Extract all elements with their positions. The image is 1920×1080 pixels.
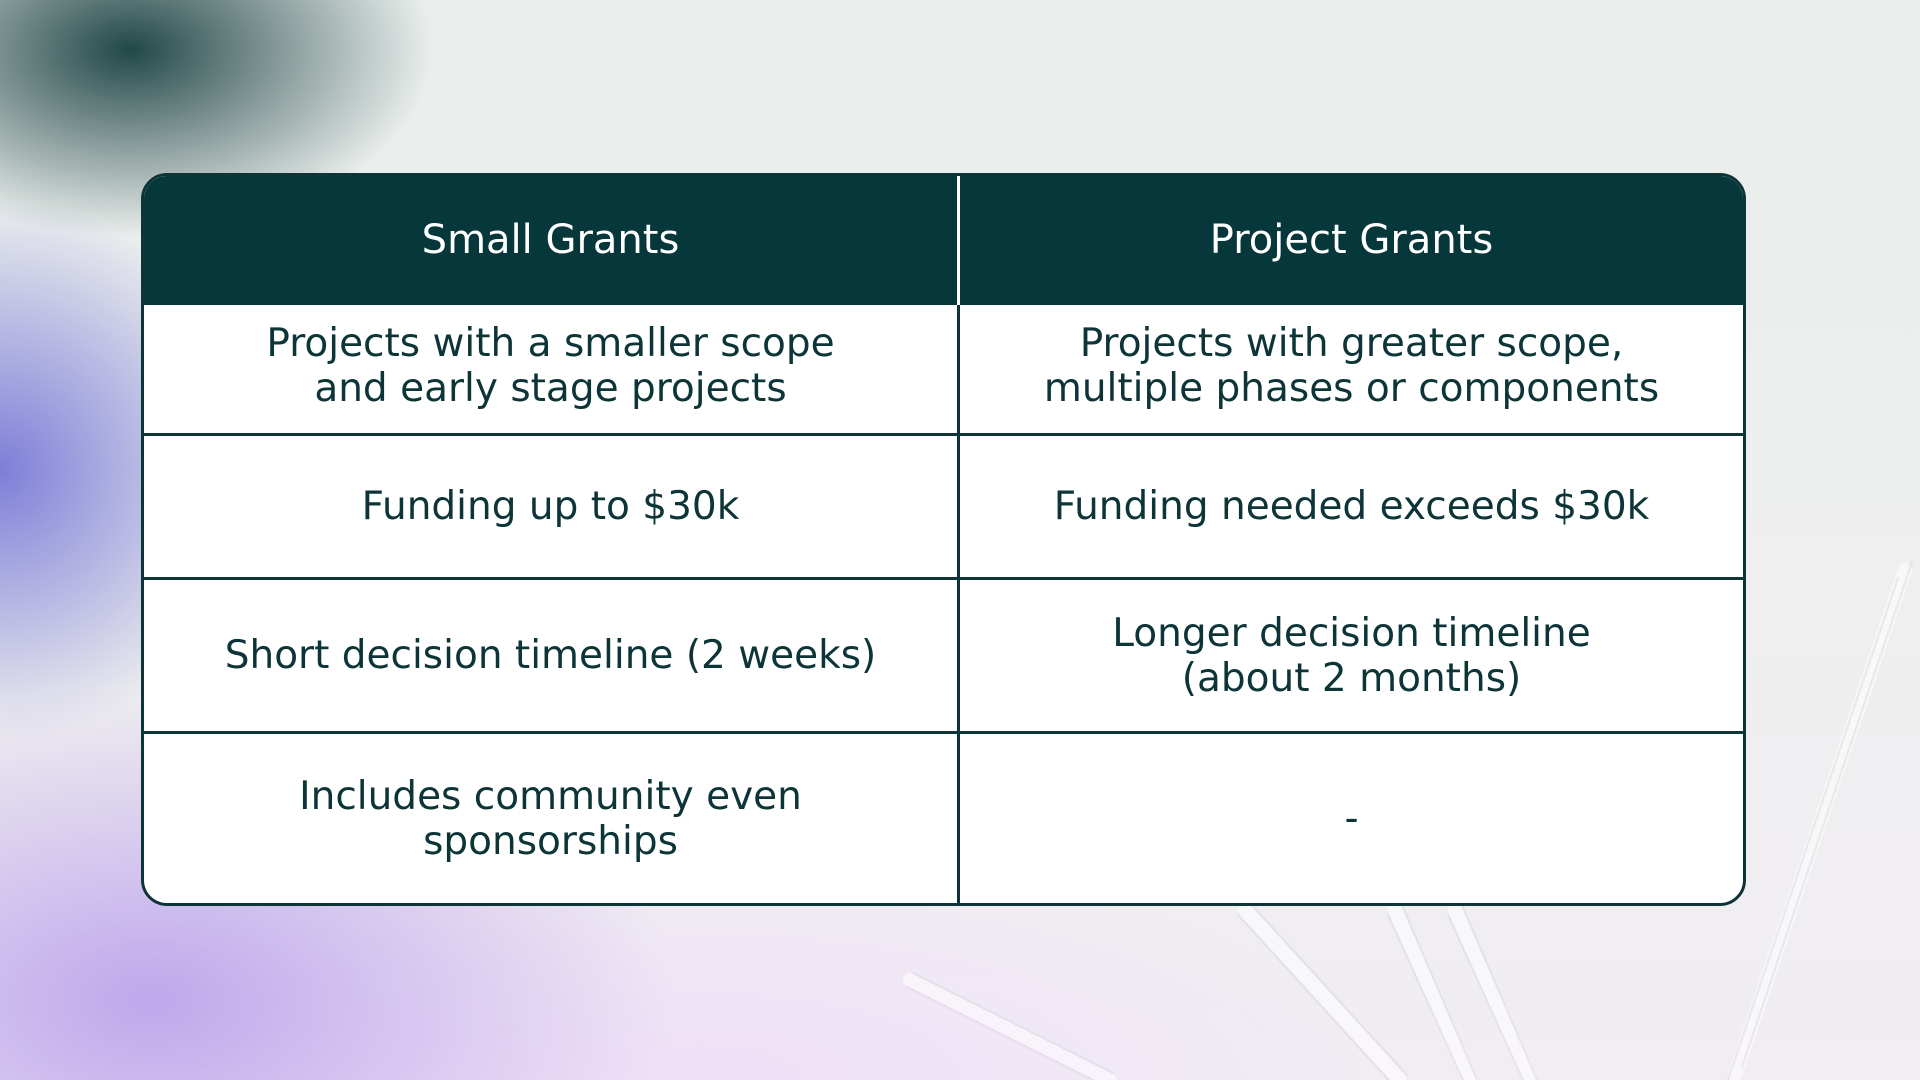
project-grants-scope-cell: Projects with greater scope, multiple ph… <box>960 305 1743 436</box>
header-project-grants: Project Grants <box>960 176 1743 305</box>
project-grants-funding-cell: Funding needed exceeds $30k <box>960 436 1743 580</box>
small-grants-funding-cell: Funding up to $30k <box>144 436 960 580</box>
small-grants-sponsorship-cell: Includes community even sponsorships <box>144 734 960 903</box>
grants-comparison-table: Small Grants Project Grants Projects wit… <box>141 173 1746 906</box>
small-grants-timeline-cell: Short decision timeline (2 weeks) <box>144 580 960 734</box>
project-grants-sponsorship-cell: - <box>1344 796 1359 841</box>
project-grants-timeline-cell: Longer decision timeline (about 2 months… <box>960 580 1743 734</box>
small-grants-scope-cell: Projects with a smaller scope and early … <box>144 305 960 436</box>
header-small-grants: Small Grants <box>144 176 960 305</box>
